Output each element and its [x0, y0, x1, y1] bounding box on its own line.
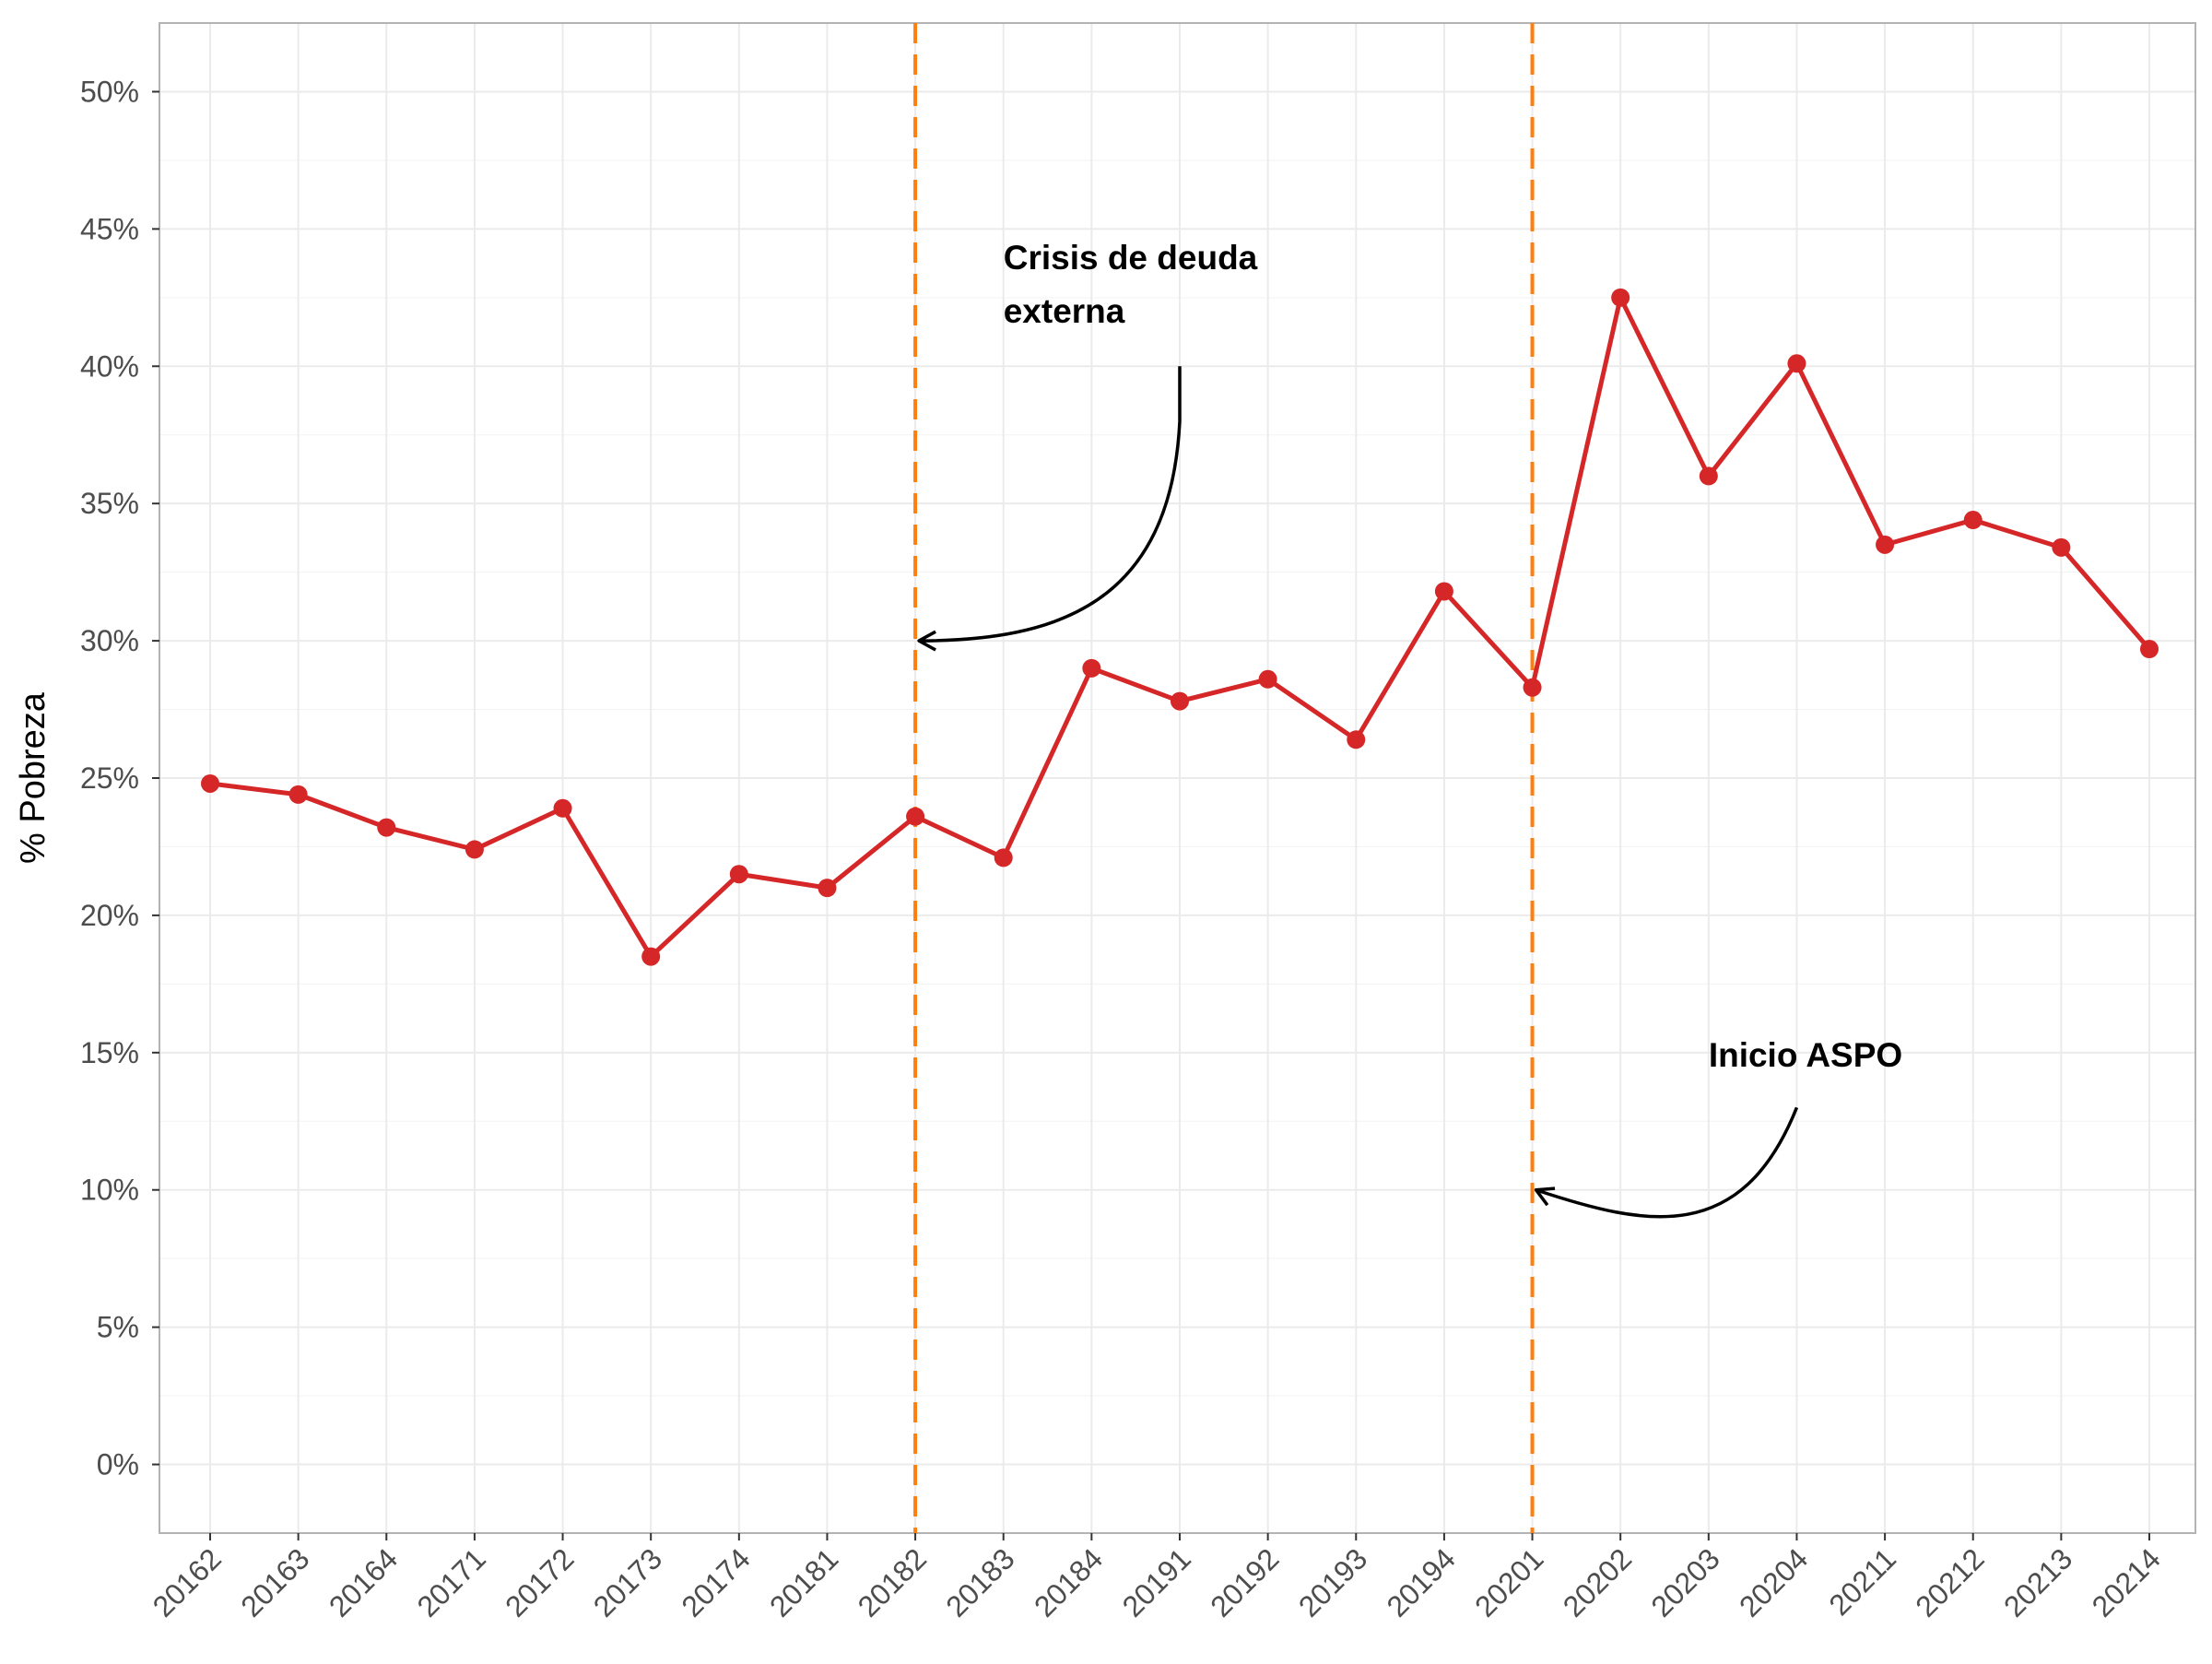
data-point [1347, 730, 1366, 749]
data-point [818, 879, 837, 898]
data-point [906, 807, 925, 826]
data-point [1611, 288, 1630, 307]
data-point [1787, 354, 1806, 373]
y-tick-label: 25% [80, 761, 139, 795]
y-tick-label: 50% [80, 75, 139, 108]
data-point [288, 785, 308, 804]
y-tick-label: 20% [80, 899, 139, 932]
annotation-arrow [919, 366, 1182, 643]
data-point [1082, 658, 1101, 678]
y-tick-label: 45% [80, 212, 139, 245]
y-tick-label: 0% [97, 1448, 139, 1481]
data-point [641, 947, 661, 966]
y-tick-label: 40% [80, 349, 139, 383]
data-point [1434, 582, 1453, 601]
data-point [2140, 640, 2159, 659]
y-axis-title: % Pobreza [14, 691, 53, 864]
data-point [1171, 691, 1189, 711]
data-point [1258, 669, 1277, 689]
data-point [2052, 537, 2071, 557]
annotation-label: Inicio ASPO [1709, 1036, 1902, 1074]
data-point [465, 840, 484, 859]
y-tick-label: 10% [80, 1174, 139, 1207]
y-tick-label: 35% [80, 487, 139, 520]
annotation-label: Crisis de deuda [1004, 239, 1258, 277]
y-tick-label: 30% [80, 624, 139, 657]
annotation-arrow [1535, 1106, 1799, 1219]
data-point [1523, 678, 1542, 697]
data-point [1963, 511, 1983, 530]
annotation-label: externa [1004, 292, 1125, 330]
arrow-head [1534, 1186, 1556, 1207]
arrow-head [917, 630, 936, 652]
y-tick-label: 5% [97, 1311, 139, 1344]
data-point [201, 773, 219, 793]
data-point [553, 798, 572, 818]
data-point [729, 865, 748, 884]
data-point [1876, 535, 1895, 554]
data-point [377, 818, 396, 837]
y-tick-label: 15% [80, 1036, 139, 1069]
data-point [994, 848, 1013, 867]
data-point [1699, 466, 1718, 486]
